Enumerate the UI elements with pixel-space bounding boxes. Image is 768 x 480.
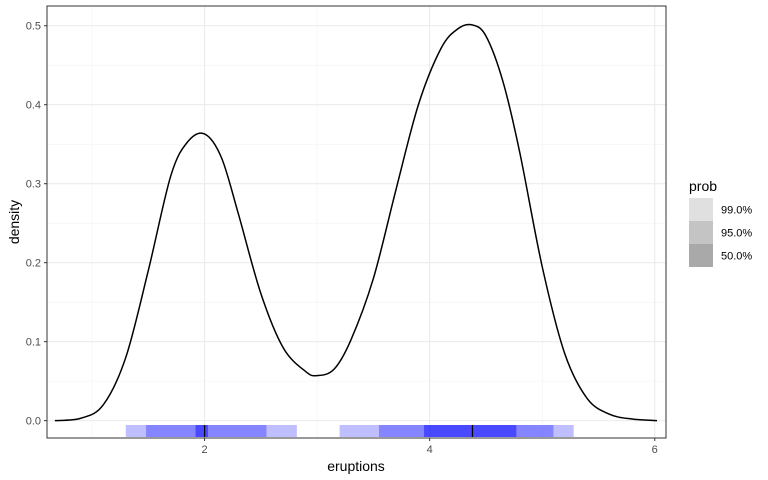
y-tick-label: 0.2	[26, 258, 41, 270]
legend-key	[689, 244, 713, 267]
interval-95-0-segment-1	[379, 425, 554, 437]
legend-label: 95.0%	[721, 228, 752, 240]
y-axis-ticks: 0.0 0.1 0.2 0.3 0.4 0.5	[26, 21, 47, 428]
panel-background	[47, 6, 666, 438]
interval-99-0-segment-1	[339, 425, 574, 437]
legend: prob 99.0% 95.0% 50.0%	[689, 178, 752, 267]
grid-lines	[47, 6, 666, 438]
x-axis-ticks: 2 4 6	[202, 438, 658, 456]
interval-band	[125, 425, 574, 437]
legend-label: 99.0%	[721, 205, 752, 217]
interval-50-0-segment-1	[424, 425, 517, 437]
legend-key	[689, 198, 713, 221]
y-tick-label: 0.4	[26, 100, 41, 112]
y-tick-label: 0.1	[26, 337, 41, 349]
interval-99-0-segment-0	[125, 425, 297, 437]
legend-title: prob	[689, 178, 717, 194]
y-tick-label: 0.0	[26, 416, 41, 428]
x-tick-label: 4	[427, 444, 433, 456]
y-axis-title: density	[6, 200, 22, 244]
x-tick-label: 2	[202, 444, 208, 456]
panel-border	[46, 5, 667, 439]
legend-label: 50.0%	[721, 251, 752, 263]
legend-key	[689, 221, 713, 244]
density-curve	[54, 23, 658, 422]
interval-95-0-segment-0	[146, 425, 267, 437]
x-axis-title: eruptions	[327, 458, 385, 474]
y-tick-label: 0.3	[26, 179, 41, 191]
x-tick-label: 6	[652, 444, 658, 456]
y-tick-label: 0.5	[26, 21, 41, 33]
interval-50-0-segment-0	[195, 425, 208, 437]
